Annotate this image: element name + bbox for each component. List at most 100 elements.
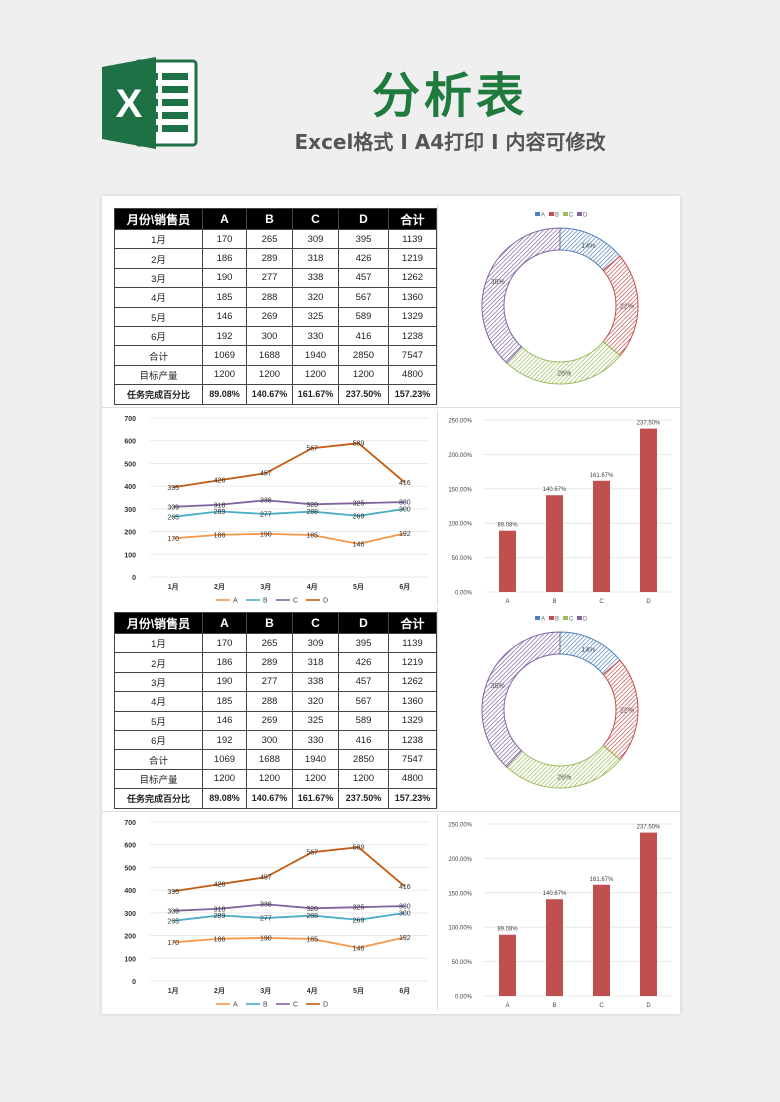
table-cell[interactable]: 589	[338, 710, 389, 731]
table-cell[interactable]: 457	[338, 671, 389, 693]
row-label-cell[interactable]: 5月	[114, 710, 203, 731]
table-cell[interactable]: 186	[202, 652, 247, 673]
row-label-cell[interactable]: 1月	[114, 632, 203, 654]
table-cell[interactable]: 338	[292, 671, 339, 693]
table-cell[interactable]: 277	[246, 267, 293, 289]
table-cell[interactable]: 320	[292, 287, 339, 308]
row-label-cell[interactable]: 6月	[114, 325, 203, 347]
table-cell[interactable]: 1200	[202, 768, 247, 790]
table-cell[interactable]: 567	[338, 287, 389, 308]
table-cell[interactable]: 1940	[292, 345, 339, 366]
table-cell[interactable]: 320	[292, 691, 339, 712]
table-cell[interactable]: 4800	[388, 768, 437, 790]
column-header[interactable]: 合计	[388, 208, 437, 230]
table-cell[interactable]: 288	[246, 691, 293, 712]
table-cell[interactable]: 318	[292, 248, 339, 269]
row-label-cell[interactable]: 1月	[114, 228, 203, 250]
table-cell[interactable]: 170	[202, 228, 247, 250]
row-label-cell[interactable]: 6月	[114, 729, 203, 751]
table-cell[interactable]: 288	[246, 287, 293, 308]
table-cell[interactable]: 1200	[338, 364, 389, 386]
table-cell[interactable]: 416	[338, 729, 389, 751]
table-cell[interactable]: 269	[246, 306, 293, 327]
table-cell[interactable]: 146	[202, 710, 247, 731]
table-cell[interactable]: 325	[292, 306, 339, 327]
table-cell[interactable]: 289	[246, 248, 293, 269]
table-cell[interactable]: 4800	[388, 364, 437, 386]
table-cell[interactable]: 89.08%	[202, 384, 247, 405]
column-header[interactable]: B	[246, 612, 293, 634]
table-cell[interactable]: 309	[292, 632, 339, 654]
table-cell[interactable]: 140.67%	[246, 384, 293, 405]
table-cell[interactable]: 309	[292, 228, 339, 250]
row-label-cell[interactable]: 3月	[114, 671, 203, 693]
row-label-cell[interactable]: 任务完成百分比	[114, 384, 203, 405]
table-cell[interactable]: 567	[338, 691, 389, 712]
table-cell[interactable]: 395	[338, 632, 389, 654]
table-cell[interactable]: 170	[202, 632, 247, 654]
table-cell[interactable]: 1139	[388, 228, 437, 250]
table-cell[interactable]: 185	[202, 287, 247, 308]
table-cell[interactable]: 289	[246, 652, 293, 673]
table-cell[interactable]: 237.50%	[338, 384, 389, 405]
table-cell[interactable]: 277	[246, 671, 293, 693]
table-cell[interactable]: 161.67%	[292, 788, 339, 809]
table-cell[interactable]: 1200	[338, 768, 389, 790]
table-cell[interactable]: 1219	[388, 652, 437, 673]
row-label-cell[interactable]: 合计	[114, 345, 203, 366]
table-cell[interactable]: 426	[338, 652, 389, 673]
table-cell[interactable]: 416	[338, 325, 389, 347]
table-cell[interactable]: 318	[292, 652, 339, 673]
table-cell[interactable]: 2850	[338, 345, 389, 366]
table-cell[interactable]: 161.67%	[292, 384, 339, 405]
row-label-cell[interactable]: 4月	[114, 287, 203, 308]
table-cell[interactable]: 325	[292, 710, 339, 731]
table-cell[interactable]: 1360	[388, 691, 437, 712]
table-cell[interactable]: 186	[202, 248, 247, 269]
table-cell[interactable]: 157.23%	[388, 788, 437, 809]
table-cell[interactable]: 330	[292, 325, 339, 347]
table-cell[interactable]: 192	[202, 325, 247, 347]
table-cell[interactable]: 300	[246, 729, 293, 751]
table-cell[interactable]: 157.23%	[388, 384, 437, 405]
table-cell[interactable]: 7547	[388, 749, 437, 770]
table-cell[interactable]: 426	[338, 248, 389, 269]
row-label-cell[interactable]: 2月	[114, 652, 203, 673]
column-header[interactable]: B	[246, 208, 293, 230]
table-cell[interactable]: 1360	[388, 287, 437, 308]
row-label-cell[interactable]: 任务完成百分比	[114, 788, 203, 809]
table-cell[interactable]: 140.67%	[246, 788, 293, 809]
table-cell[interactable]: 1688	[246, 749, 293, 770]
column-header[interactable]: D	[338, 612, 389, 634]
table-cell[interactable]: 589	[338, 306, 389, 327]
table-cell[interactable]: 1200	[202, 364, 247, 386]
table-cell[interactable]: 1329	[388, 710, 437, 731]
table-cell[interactable]: 395	[338, 228, 389, 250]
column-header[interactable]: D	[338, 208, 389, 230]
column-header[interactable]: C	[292, 208, 339, 230]
column-header[interactable]: A	[202, 612, 247, 634]
table-cell[interactable]: 1688	[246, 345, 293, 366]
table-cell[interactable]: 1069	[202, 345, 247, 366]
table-cell[interactable]: 457	[338, 267, 389, 289]
table-cell[interactable]: 300	[246, 325, 293, 347]
table-cell[interactable]: 185	[202, 691, 247, 712]
table-cell[interactable]: 265	[246, 228, 293, 250]
table-cell[interactable]: 190	[202, 267, 247, 289]
table-cell[interactable]: 89.08%	[202, 788, 247, 809]
table-cell[interactable]: 146	[202, 306, 247, 327]
column-header[interactable]: A	[202, 208, 247, 230]
table-cell[interactable]: 190	[202, 671, 247, 693]
table-cell[interactable]: 265	[246, 632, 293, 654]
table-cell[interactable]: 1200	[246, 768, 293, 790]
table-cell[interactable]: 1139	[388, 632, 437, 654]
table-cell[interactable]: 1219	[388, 248, 437, 269]
column-header[interactable]: C	[292, 612, 339, 634]
table-cell[interactable]: 1238	[388, 325, 437, 347]
table-cell[interactable]: 1200	[292, 364, 339, 386]
table-cell[interactable]: 1940	[292, 749, 339, 770]
row-label-cell[interactable]: 目标产量	[114, 364, 203, 386]
table-cell[interactable]: 1200	[292, 768, 339, 790]
table-cell[interactable]: 1069	[202, 749, 247, 770]
table-cell[interactable]: 237.50%	[338, 788, 389, 809]
